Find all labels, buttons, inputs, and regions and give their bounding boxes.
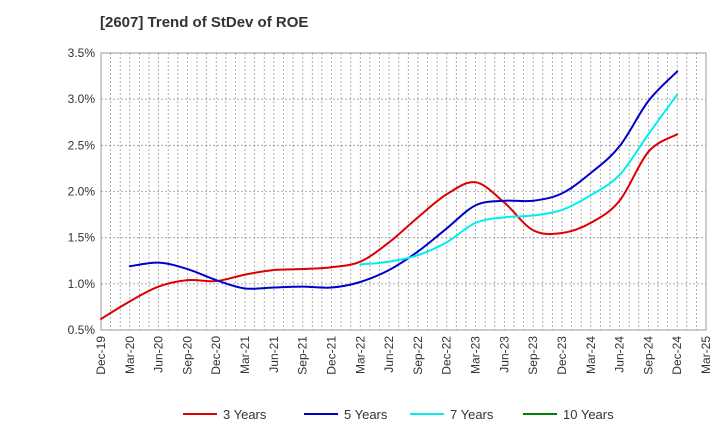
legend-label-7-years: 7 Years: [450, 407, 494, 422]
x-tick-label: Jun-24: [613, 336, 627, 373]
y-tick-label: 1.5%: [68, 231, 96, 245]
grid-layer: [101, 53, 706, 330]
x-tick-label: Mar-22: [353, 336, 367, 374]
y-tick-label: 2.5%: [68, 138, 96, 152]
x-tick-label: Jun-21: [267, 336, 281, 373]
series-line-7-years: [359, 93, 679, 266]
chart-title: [2607] Trend of StDev of ROE: [100, 14, 309, 31]
legend-label-5-years: 5 Years: [344, 407, 388, 422]
series-line-3-years: [100, 133, 679, 320]
x-tick-label: Sep-23: [526, 336, 540, 375]
x-tick-label: Dec-19: [94, 336, 108, 375]
legend-label-10-years: 10 Years: [563, 407, 614, 422]
y-tick-label: 2.0%: [68, 185, 96, 199]
y-tick-label: 3.5%: [68, 46, 96, 60]
y-axis-ticks: 0.5% 1.0% 1.5% 2.0% 2.5% 3.0% 3.5%: [68, 46, 96, 337]
x-tick-label: Jun-22: [382, 336, 396, 373]
x-tick-label: Sep-20: [180, 336, 194, 375]
x-tick-label: Jun-23: [497, 336, 511, 373]
x-tick-label: Jun-20: [152, 336, 166, 373]
x-tick-label: Mar-21: [238, 336, 252, 374]
x-tick-label: Sep-24: [641, 336, 655, 375]
plot-area-border: [100, 52, 707, 331]
x-tick-label: Mar-25: [699, 336, 713, 374]
plot-frame: [100, 52, 707, 331]
y-tick-label: 1.0%: [68, 277, 96, 291]
series-line-5-years: [128, 70, 679, 290]
legend-label-3-years: 3 Years: [223, 407, 267, 422]
x-tick-label: Sep-22: [411, 336, 425, 375]
x-tick-label: Mar-24: [584, 336, 598, 374]
y-tick-label: 3.0%: [68, 92, 96, 106]
y-tick-label: 0.5%: [68, 323, 96, 337]
x-tick-label: Dec-23: [555, 336, 569, 375]
x-tick-label: Dec-20: [209, 336, 223, 375]
x-tick-label: Sep-21: [296, 336, 310, 375]
x-tick-label: Dec-22: [440, 336, 454, 375]
x-tick-label: Dec-24: [670, 336, 684, 375]
legend: 3 Years 5 Years 7 Years 10 Years: [183, 407, 614, 422]
x-tick-label: Mar-23: [469, 336, 483, 374]
x-tick-label: Mar-20: [123, 336, 137, 374]
series-layer: [100, 70, 679, 320]
x-axis-ticks: Dec-19 Mar-20 Jun-20 Sep-20 Dec-20 Mar-21 Jun-…: [94, 336, 713, 375]
x-tick-label: Dec-21: [324, 336, 338, 375]
